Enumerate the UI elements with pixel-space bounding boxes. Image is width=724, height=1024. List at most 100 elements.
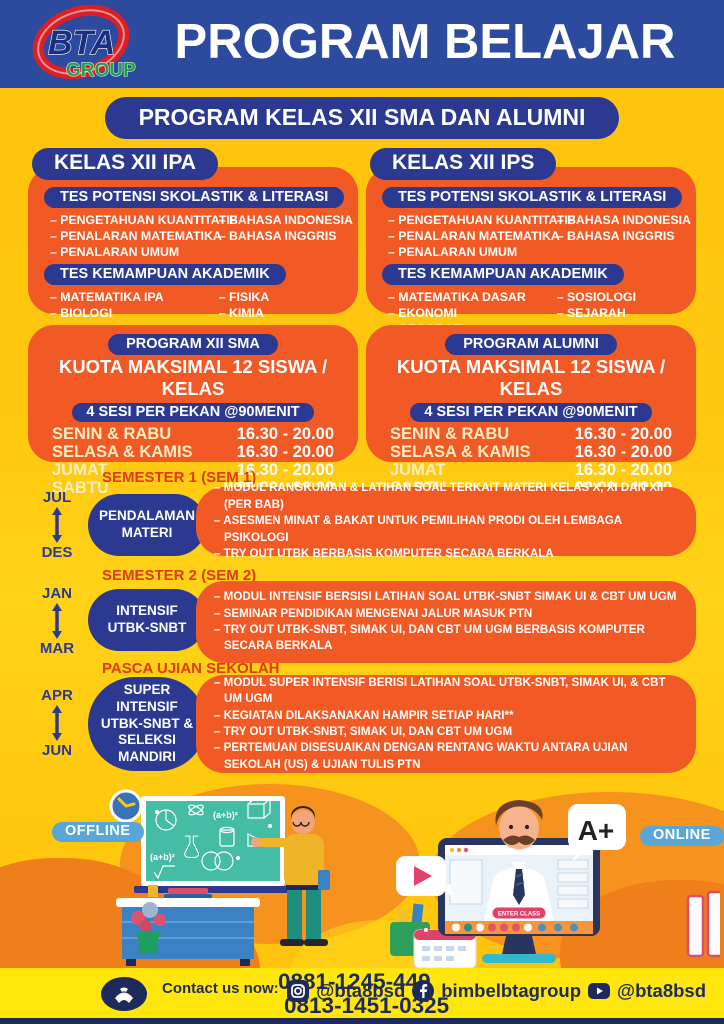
subject-item: MATEMATIKA DASAR [388, 289, 557, 305]
schedule-quota: KUOTA MAKSIMAL 12 SISWA / KELAS [396, 356, 666, 399]
facebook-handle: bimbelbtagroup [441, 980, 582, 1001]
books [686, 890, 720, 958]
schedule-row: SELASA & KAMIS 16.30 - 20.00 [390, 443, 672, 461]
month-start: JUL [42, 489, 72, 506]
month-start: APR [41, 687, 73, 704]
schedule-row: SENIN & RABU 16.30 - 20.00 [390, 425, 672, 443]
section-title-pill: TES KEMAMPUAN AKADEMIK [44, 263, 286, 285]
program-bullet: TRY OUT UTBK BERBASIS KOMPUTER SECARA BE… [214, 546, 680, 562]
class-box-ips: KELAS XII IPS TES POTENSI SKOLASTIK & LI… [366, 148, 696, 336]
chalkboard: (a+b)² (a+b)² [134, 796, 292, 893]
double-arrow-icon [52, 705, 62, 741]
computer-monitor: ENTER CLASS [438, 800, 600, 963]
section-title-pill: TES POTENSI SKOLASTIK & LITERASI [382, 187, 683, 208]
schedule-day: SELASA & KAMIS [52, 443, 193, 462]
schedule-day: SABTU [52, 479, 109, 498]
class-box-ipa: KELAS XII IPA TES POTENSI SKOLASTIK & LI… [28, 148, 358, 320]
teacher-figure [251, 806, 330, 946]
subject-item: SOSIOLOGI [557, 289, 684, 305]
header-bar: BTA GROUP PROGRAM BELAJAR [0, 0, 724, 88]
program-bullet: MODUL INTENSIF BERSISI LATIHAN SOAL UTBK… [214, 589, 680, 605]
schedule-day: JUMAT [52, 461, 108, 480]
double-arrow-icon [52, 603, 62, 639]
subject-item: PENALARAN UMUM [50, 244, 219, 260]
teacher-desk [116, 885, 260, 966]
schedule-time: 16.30 - 20.00 [574, 461, 672, 480]
schedule-title-pill: PROGRAM ALUMNI [445, 334, 617, 355]
month-end: JUN [41, 742, 72, 759]
offline-classroom-illustration: (a+b)² (a+b)² [109, 789, 330, 966]
phone-number: 0813-1451-0325 [284, 992, 450, 1018]
subject-item: PENALARAN UMUM [388, 244, 557, 260]
subject-item: PENGETAHUAN KUANTITATIF [388, 212, 575, 228]
subject-item: SEJARAH [557, 305, 684, 321]
subject-item: BAHASA INDONESIA [557, 212, 691, 228]
class-name-pill: KELAS XII IPS [370, 148, 557, 180]
facebook-icon [412, 980, 435, 1002]
program-months: JUL DES [26, 489, 88, 561]
social-links: @bta8bsd bimbelbtagroup @bta8bsd [286, 979, 706, 1003]
instagram-icon [287, 980, 310, 1002]
grade-text: A+ [578, 815, 615, 846]
subject-item: BAHASA INGGRIS [557, 228, 684, 244]
subject-list: MATEMATIKA IPA BIOLOGI [50, 289, 219, 321]
logo-group-text: GROUP [66, 60, 136, 81]
youtube-icon [588, 983, 611, 999]
schedule-time: 16.30 - 20.00 [574, 443, 672, 462]
enter-class-button: ENTER CLASS [498, 912, 540, 918]
program-bullet: MODUL RANGKUMAN & LATIHAN SOAL TERKAIT M… [214, 480, 680, 513]
footer-bottom-strip [0, 1018, 724, 1024]
schedule-time: 16.30 - 20.00 [574, 425, 672, 443]
program-bullet: TRY OUT UTBK-SNBT, SIMAK UI, DAN CBT UM … [214, 622, 680, 655]
offline-label: OFFLINE [52, 822, 144, 842]
subject-list: SOSIOLOGI SEJARAH [557, 289, 684, 338]
program-bullet: ASESMEN MINAT & BAKAT UNTUK PEMILIHAN PR… [214, 513, 680, 546]
subject-list: FISIKA KIMIA [219, 289, 346, 321]
contact-phones: 0881-1245-449 0813-1451-0325 [278, 970, 449, 1017]
instagram-handle: @bta8bsd [316, 980, 406, 1001]
subject-item: BIOLOGI [50, 305, 219, 321]
subject-item: EKONOMI [388, 305, 557, 321]
program-label-pendalaman-materi: PENDALAMAN MATERI [88, 494, 206, 556]
phone-number: 0881-1245-449 [278, 969, 431, 994]
program-bullet: MODUL SUPER INTENSIF BERISI LATIHAN SOAL… [214, 675, 680, 708]
subject-item: MATEMATIKA IPA [50, 289, 219, 305]
youtube-handle: @bta8bsd [617, 980, 706, 1001]
schedule-box-xii-sma: PROGRAM XII SMA KUOTA MAKSIMAL 12 SISWA … [28, 325, 358, 497]
clock-icon [109, 789, 143, 823]
program-months: APR JUN [26, 687, 88, 759]
online-label: ONLINE [640, 826, 724, 846]
schedule-time: 16.30 - 20.00 [236, 461, 334, 480]
subject-item: PENALARAN MATEMATIKA [50, 228, 221, 244]
subject-item: FISIKA [219, 289, 346, 305]
schedule-day: SENIN & RABU [390, 425, 510, 443]
month-end: MAR [39, 640, 75, 657]
board-formula: (a+b)² [213, 810, 238, 820]
subject-list: PENGETAHUAN KUANTITATIF PENALARAN MATEMA… [50, 212, 237, 261]
class-name-pill: KELAS XII IPA [32, 148, 218, 180]
schedule-time: 16.30 - 20.00 [236, 443, 334, 462]
program-header-semester2: SEMESTER 2 (SEM 2) [102, 567, 257, 584]
plant [131, 902, 166, 954]
contact-label: Contact us now: [162, 980, 279, 997]
schedule-session-pill: 4 SESI PER PEKAN @90MENIT [72, 403, 314, 422]
month-start: JAN [41, 585, 72, 602]
subject-list: BAHASA INDONESIA BAHASA INGGRIS [219, 212, 353, 261]
board-formula: (a+b)² [150, 852, 175, 862]
schedule-row: SENIN & RABU 16.30 - 20.00 [52, 425, 334, 443]
schedule-session-pill: 4 SESI PER PEKAN @90MENIT [410, 403, 652, 422]
grade-bubble: A+ [568, 804, 626, 862]
subject-list: PENGETAHUAN KUANTITATIF PENALARAN MATEMA… [388, 212, 575, 261]
video-bubble [396, 856, 454, 898]
schedule-quota: KUOTA MAKSIMAL 12 SISWA / KELAS [58, 356, 328, 399]
schedule-time: 16.30 - 20.00 [236, 425, 334, 443]
program-label-super-intensif: SUPER INTENSIF UTBK-SNBT & SELEKSI MANDI… [88, 677, 206, 771]
schedule-row: JUMAT 16.30 - 20.00 [390, 461, 672, 479]
program-details-box: MODUL SUPER INTENSIF BERISI LATIHAN SOAL… [196, 675, 696, 773]
section-title-pill: TES POTENSI SKOLASTIK & LITERASI [44, 187, 345, 208]
schedule-day: SENIN & RABU [52, 425, 172, 443]
section-title-pill: TES KEMAMPUAN AKADEMIK [382, 263, 624, 285]
phone-icon [101, 977, 147, 1011]
schedule-title-pill: PROGRAM XII SMA [108, 334, 278, 355]
